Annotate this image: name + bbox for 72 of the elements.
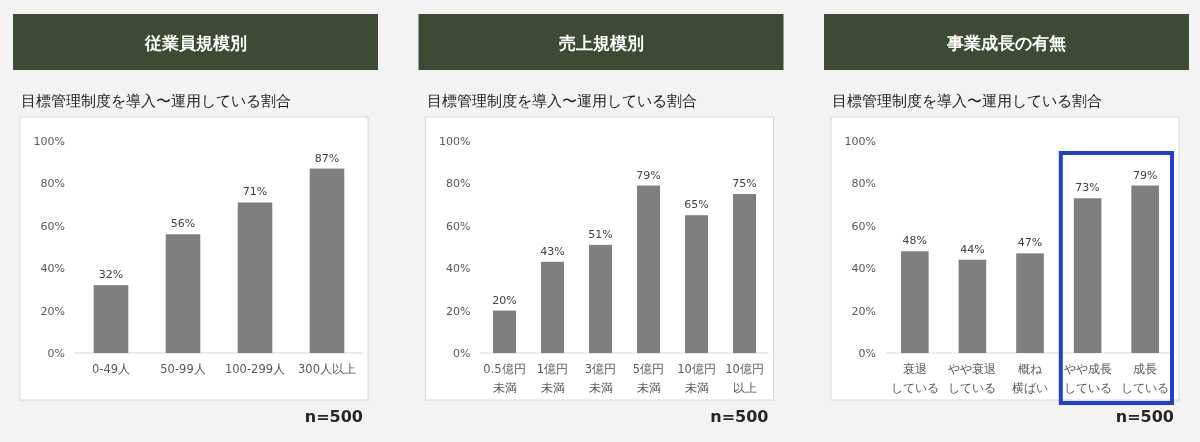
chart-subtitle: 目標管理制度を導入〜運用している割合 (832, 92, 1102, 110)
bar (165, 234, 201, 353)
y-tick-label: 0% (453, 347, 471, 360)
chart-title: 事業成長の有無 (946, 33, 1066, 53)
data-label: 51% (588, 227, 613, 241)
data-label: 79% (1132, 168, 1158, 182)
y-tick-label: 20% (851, 304, 876, 318)
data-label: 20% (492, 293, 517, 307)
bar (93, 285, 129, 353)
bar (1073, 198, 1102, 353)
bar (958, 259, 987, 353)
data-label: 79% (636, 168, 661, 182)
x-tick-label: やや成長している (1063, 362, 1112, 395)
bar (684, 215, 709, 353)
bar (732, 194, 757, 353)
x-tick-label: 3億円未満 (584, 362, 617, 395)
bar (309, 168, 345, 353)
data-label: 71% (242, 185, 268, 199)
y-tick-label: 60% (851, 219, 876, 233)
x-tick-label: 100-299人 (224, 362, 286, 376)
y-tick-label: 100% (33, 135, 65, 148)
data-label: 48% (902, 234, 928, 248)
x-tick-label: 0-49人 (91, 362, 131, 376)
bar (636, 185, 661, 353)
data-label: 47% (1017, 236, 1043, 250)
y-tick-label: 40% (40, 262, 65, 276)
chart-title: 売上規模別 (558, 33, 644, 53)
data-label: 44% (960, 242, 985, 256)
x-tick-label: やや衰退している (948, 362, 997, 395)
text: n=500 (304, 407, 363, 426)
x-tick-label: 衰退している (890, 362, 939, 395)
chart-subtitle: 目標管理制度を導入〜運用している割合 (426, 92, 697, 110)
data-label: 56% (170, 217, 196, 231)
data-label: 65% (684, 198, 709, 212)
data-label: 43% (540, 244, 565, 258)
y-tick-label: 100% (439, 135, 471, 148)
x-tick-label: 5億円未満 (632, 362, 665, 395)
x-tick-label: 成長している (1121, 362, 1170, 395)
bar (1131, 185, 1160, 353)
text: n=500 (1115, 407, 1174, 426)
data-label: 73% (1075, 181, 1100, 195)
chart-subtitle: 目標管理制度を導入〜運用している割合 (21, 92, 291, 110)
y-tick-label: 0% (858, 347, 876, 360)
y-tick-label: 60% (40, 219, 65, 233)
y-tick-label: 20% (446, 304, 471, 318)
bar (900, 251, 929, 353)
y-tick-label: 80% (446, 177, 471, 191)
text: n=500 (710, 407, 769, 426)
bar (540, 261, 565, 353)
bar (588, 244, 613, 353)
x-tick-label: 10億円未満 (677, 362, 716, 395)
x-tick-label: 300人以上 (298, 362, 356, 376)
y-tick-label: 100% (844, 135, 876, 148)
x-tick-label: 50-99人 (160, 362, 206, 376)
y-tick-label: 60% (446, 219, 471, 233)
y-tick-label: 80% (40, 177, 65, 191)
bar (237, 202, 273, 353)
x-tick-label: 1億円未満 (536, 362, 569, 395)
y-tick-label: 0% (47, 347, 65, 360)
y-tick-label: 20% (40, 304, 65, 318)
bar (492, 310, 517, 353)
data-label: 87% (314, 151, 340, 165)
data-label: 75% (732, 177, 757, 190)
x-tick-label: 0.5億円未満 (483, 362, 526, 395)
x-tick-label: 10億円以上 (725, 362, 764, 395)
bar (1016, 253, 1044, 353)
y-tick-label: 40% (446, 262, 471, 276)
x-tick-label: 概ね横ばい (1012, 362, 1048, 395)
data-label: 32% (98, 268, 124, 282)
y-tick-label: 80% (851, 177, 876, 191)
chart-title: 従業員規模別 (143, 33, 247, 53)
y-tick-label: 40% (851, 262, 876, 276)
